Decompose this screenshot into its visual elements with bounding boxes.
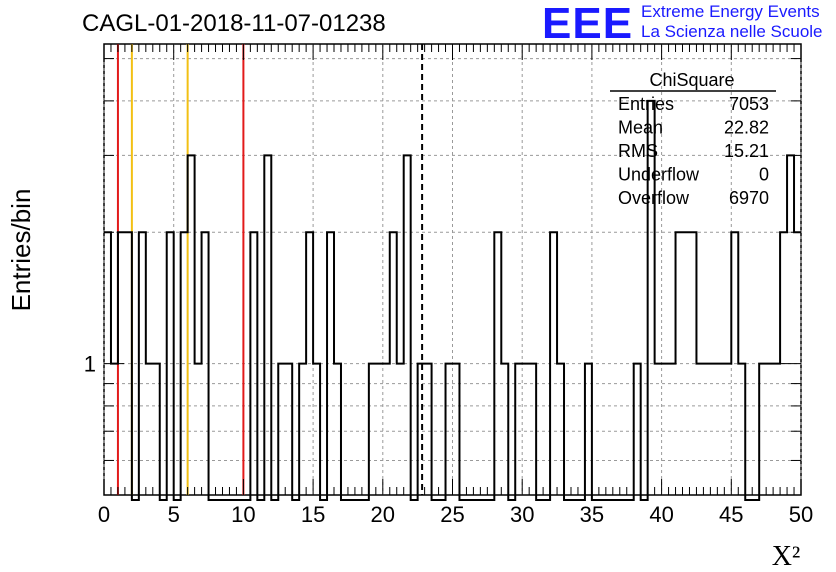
x-tick-label: 10: [231, 502, 255, 527]
x-tick-label: 50: [789, 502, 813, 527]
chart-title: CAGL-01-2018-11-07-01238: [82, 10, 386, 37]
x-tick-label: 5: [168, 502, 180, 527]
logo-mark: EEE: [542, 0, 634, 48]
stats-label: RMS: [618, 141, 658, 161]
x-tick-label: 35: [580, 502, 604, 527]
stats-label: Underflow: [618, 165, 700, 185]
stats-box: ChiSquare Entries 7053 Mean 22.82 RMS 15.21 Und…: [610, 70, 776, 208]
stats-value: 15.21: [724, 141, 769, 161]
stats-label: Entries: [618, 94, 674, 114]
logo-line-2: La Scienza nelle Scuole: [641, 22, 823, 41]
x-tick-label: 25: [440, 502, 464, 527]
stats-label: Mean: [618, 118, 663, 138]
x-tick-label: 30: [510, 502, 534, 527]
logo-line-1: Extreme Energy Events: [641, 2, 820, 21]
logo-text: Extreme Energy Events La Scienza nelle S…: [641, 2, 822, 42]
x-tick-label: 40: [649, 502, 673, 527]
stats-value: 22.82: [724, 118, 769, 138]
axis-ticks: 0 5 10 15 20 25 30 35 40 45 50 1: [84, 44, 813, 527]
stats-label: Overflow: [618, 188, 690, 208]
stats-header: ChiSquare: [649, 70, 734, 90]
stats-value: 0: [759, 165, 769, 185]
x-tick-label: 20: [371, 502, 395, 527]
histogram-line: [104, 99, 801, 501]
x-tick-label: 15: [301, 502, 325, 527]
eee-logo: EEE Extreme Energy Events La Scienza nel…: [542, 2, 823, 46]
stats-value: 7053: [729, 94, 769, 114]
stats-value: 6970: [729, 188, 769, 208]
x-axis-label: X²: [772, 541, 801, 572]
x-tick-label: 0: [98, 502, 110, 527]
y-tick-label: 1: [84, 352, 96, 377]
x-tick-label: 45: [719, 502, 743, 527]
